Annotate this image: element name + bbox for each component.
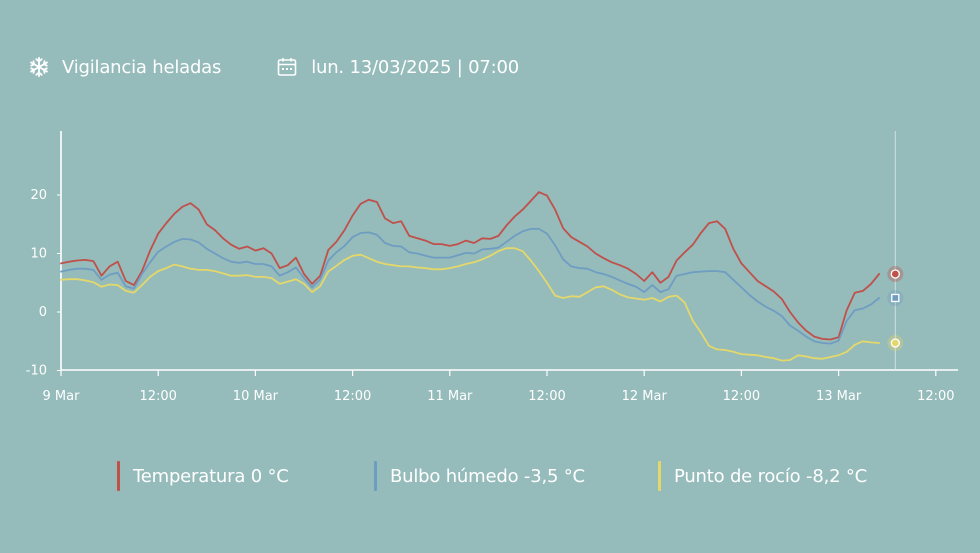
x-tick-label: 12:00 <box>528 389 565 404</box>
series-points-rocio <box>60 247 880 361</box>
cursor-layer <box>887 131 904 370</box>
y-tick-label: 10 <box>30 247 47 262</box>
line-chart: -10 0 10 20 9 Mar 12:00 10 Mar 12:00 11 Mar 12:00… <box>26 131 958 404</box>
y-tick-label: 0 <box>39 305 47 320</box>
legend-item-temperatura[interactable]: Temperatura 0 °C <box>117 461 289 491</box>
legend-swatch-temperatura <box>117 461 120 491</box>
snowflake-icon <box>30 56 48 78</box>
legend-label-bulbo: Bulbo húmedo -3,5 °C <box>390 465 585 487</box>
cursor-marker-temperatura <box>890 269 900 279</box>
datetime-label: lun. 13/03/2025 | 07:00 <box>311 56 519 78</box>
title-group: Vigilancia heladas <box>28 56 221 78</box>
x-tick-label: 9 Mar <box>43 389 81 404</box>
x-tick-label: 11 Mar <box>427 389 473 404</box>
legend-item-rocio[interactable]: Punto de rocío -8,2 °C <box>658 461 867 491</box>
cursor-marker-rocio <box>890 338 900 348</box>
series-layer <box>60 191 880 362</box>
x-tick-label: 12:00 <box>723 389 760 404</box>
series-temperatura <box>60 191 880 341</box>
legend-swatch-rocio <box>658 461 661 491</box>
legend: Temperatura 0 °C Bulbo húmedo -3,5 °C Pu… <box>0 461 980 495</box>
legend-swatch-bulbo <box>374 461 377 491</box>
x-tick-label: 12:00 <box>334 389 371 404</box>
series-bulbo <box>60 227 880 345</box>
series-rocio <box>60 247 880 362</box>
series-line-temperatura <box>60 191 880 341</box>
x-tick-label: 13 Mar <box>816 389 862 404</box>
header: Vigilancia heladas lun. 13/03/2025 | 07:… <box>28 52 519 82</box>
series-line-bulbo <box>60 227 880 345</box>
legend-label-temperatura: Temperatura 0 °C <box>133 465 289 487</box>
series-points-bulbo <box>60 228 880 345</box>
legend-item-bulbo[interactable]: Bulbo húmedo -3,5 °C <box>374 461 585 491</box>
x-tick-label: 12:00 <box>139 389 176 404</box>
calendar-icon[interactable] <box>277 57 297 77</box>
page-title: Vigilancia heladas <box>62 56 222 78</box>
x-tick-label: 12 Mar <box>622 389 668 404</box>
x-tick-label: 10 Mar <box>233 389 279 404</box>
legend-label-rocio: Punto de rocío -8,2 °C <box>674 465 868 487</box>
cursor-marker-bulbo <box>891 293 900 303</box>
datetime-group: lun. 13/03/2025 | 07:00 <box>221 57 519 78</box>
y-tick-label: -10 <box>26 364 47 379</box>
series-line-rocio <box>60 247 880 362</box>
axes: -10 0 10 20 9 Mar 12:00 10 Mar 12:00 11 Mar 12:00… <box>26 131 958 404</box>
x-tick-label: 12:00 <box>917 389 954 404</box>
y-tick-label: 20 <box>30 188 47 203</box>
